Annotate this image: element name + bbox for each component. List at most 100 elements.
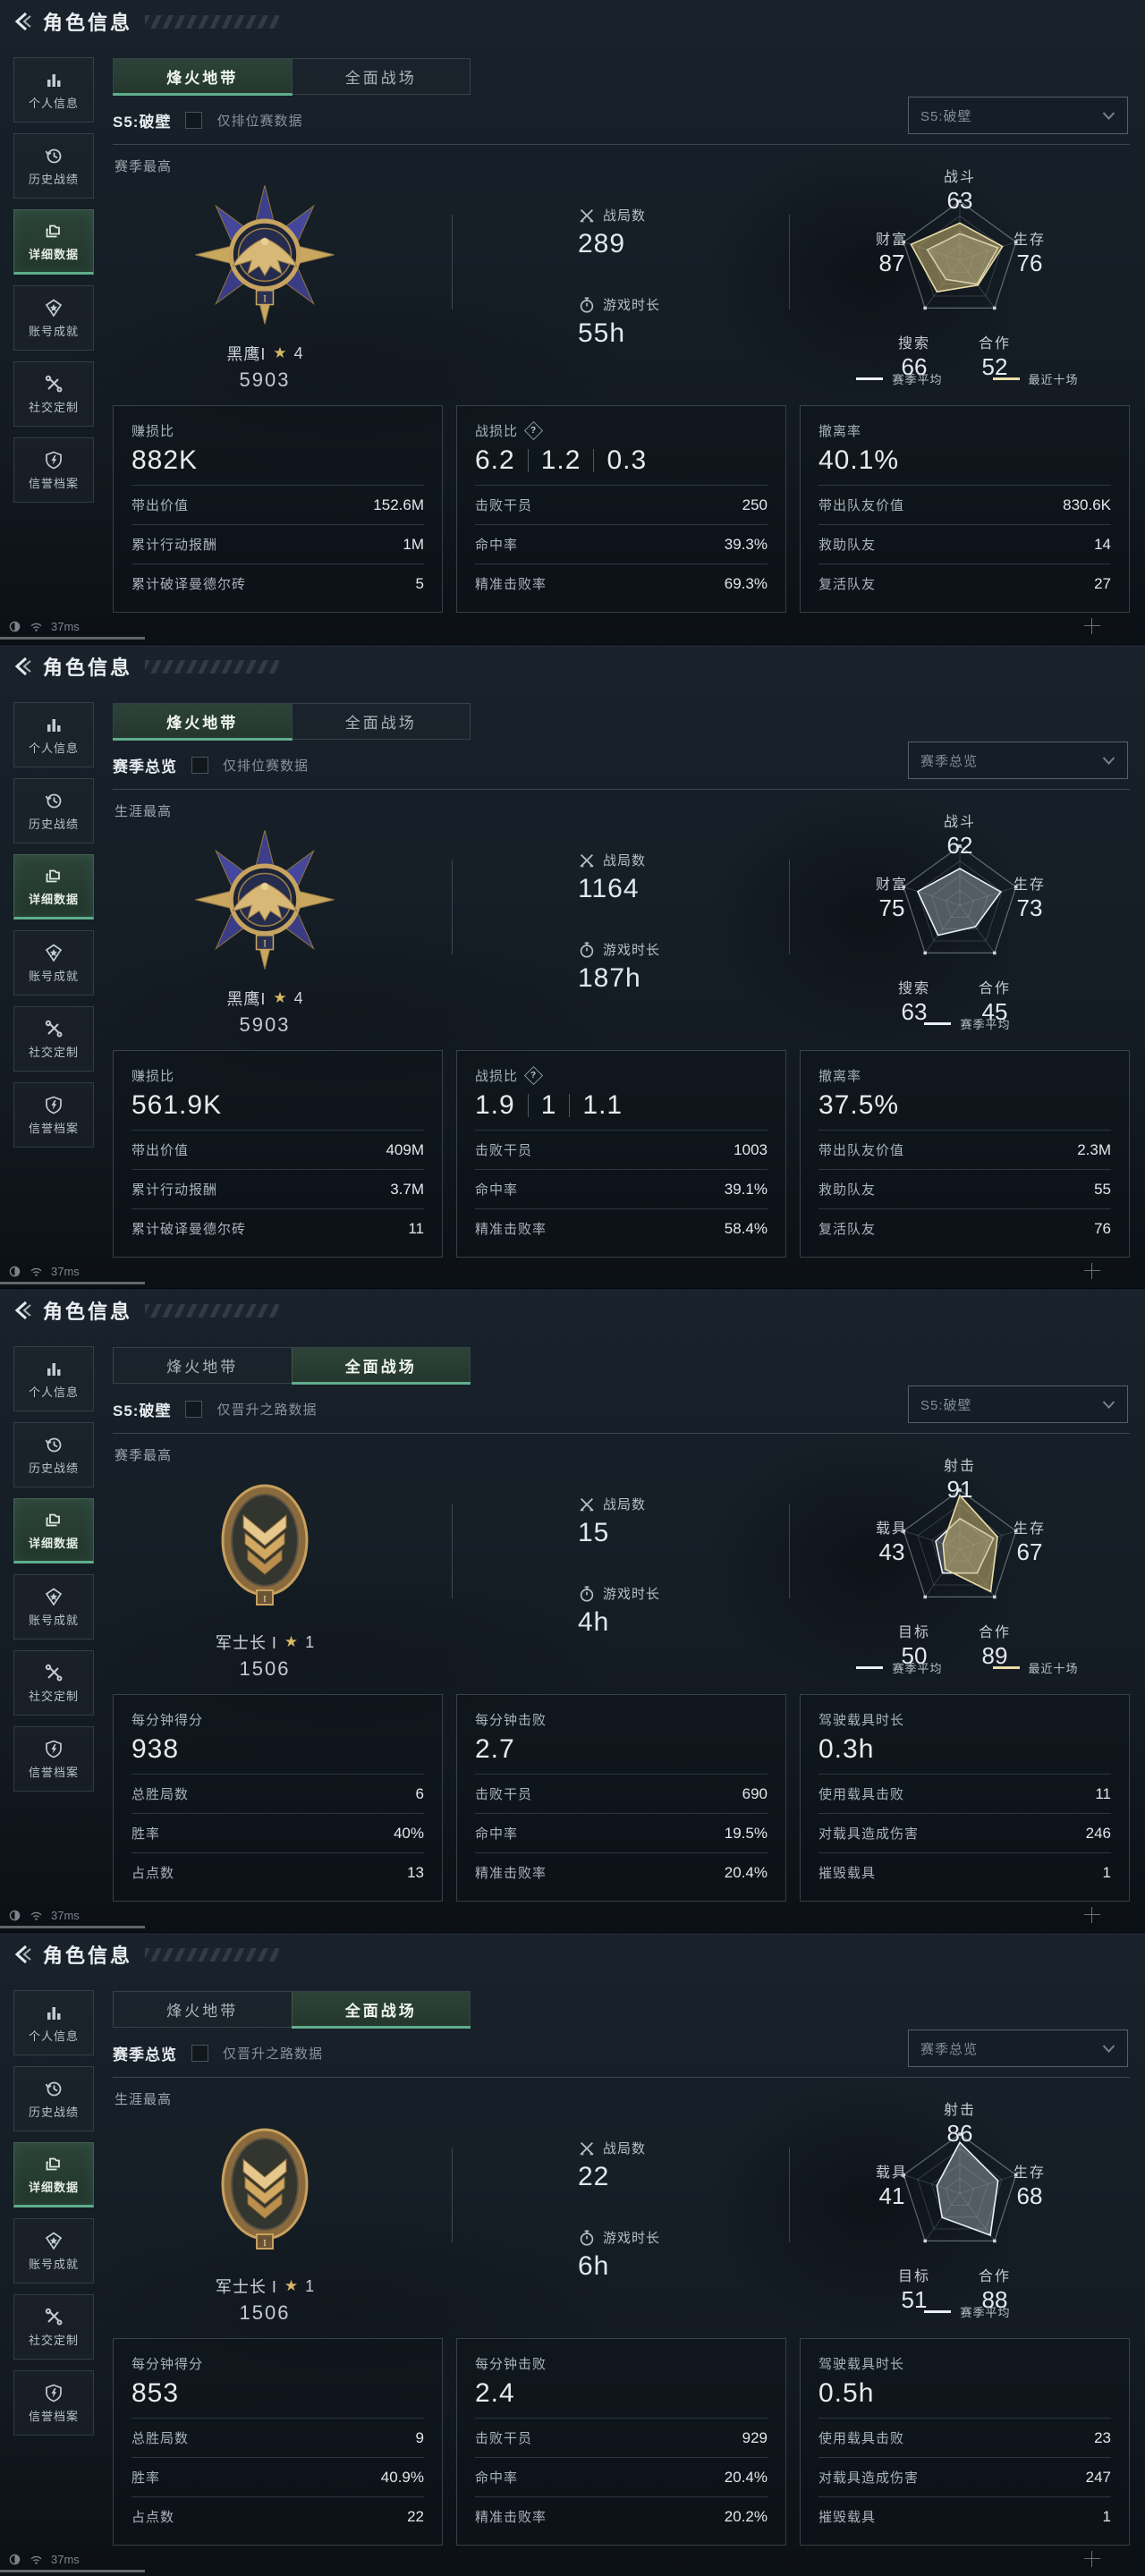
filter-checkbox[interactable] [185, 111, 203, 129]
stat-row: 复活队友 76 [818, 1208, 1111, 1248]
sidebar-item-0[interactable]: 个人信息 [13, 702, 94, 767]
sidebar-item-5[interactable]: 信誉档案 [13, 1726, 94, 1792]
playtime-stat: 游戏时长 6h [578, 2228, 784, 2282]
tools-icon [45, 1664, 63, 1681]
wifi-icon [30, 1911, 42, 1920]
back-chevron-icon[interactable] [13, 1944, 34, 1965]
stat-box-title: 每分钟得分 [131, 1713, 204, 1728]
radar-chart [879, 191, 1040, 334]
season-label: 赛季总览 [113, 758, 177, 775]
stat-row: 精准击败率 58.4% [475, 1208, 768, 1248]
tab-fire-zone[interactable]: 烽火地带 [113, 59, 292, 96]
page-title: 角色信息 [43, 1301, 133, 1323]
back-chevron-icon[interactable] [13, 656, 34, 677]
sidebar-item-2[interactable]: 详细数据 [13, 2142, 94, 2207]
tab-full-battlefield[interactable]: 全面战场 [291, 1992, 471, 2029]
big-value-part: 882K [131, 445, 199, 475]
section-label: 生涯最高 [114, 804, 173, 819]
stat-row: 占点数 13 [131, 1852, 424, 1892]
rank-line: 黑鹰I ★ 4 [166, 342, 363, 365]
sidebar-item-4[interactable]: 社交定制 [13, 361, 94, 427]
sidebar-item-1[interactable]: 历史战绩 [13, 1422, 94, 1487]
sidebar-item-5[interactable]: 信誉档案 [13, 437, 94, 503]
filter-checkbox[interactable] [191, 756, 208, 774]
tab-full-battlefield[interactable]: 全面战场 [291, 59, 470, 94]
radar-axis-label: 射击 91 [943, 1459, 976, 1503]
latency-value: 37ms [51, 1909, 80, 1922]
help-icon[interactable]: ? [523, 1065, 544, 1086]
vertical-divider [452, 1504, 453, 1598]
status-bar: 37ms [8, 1265, 80, 1278]
stat-box-title: 战损比 [475, 1069, 519, 1084]
sidebar-item-0[interactable]: 个人信息 [13, 57, 94, 123]
tab-full-battlefield[interactable]: 全面战场 [291, 1348, 471, 1385]
sidebar-item-2[interactable]: 详细数据 [13, 209, 94, 275]
sidebar-item-label: 详细数据 [28, 1536, 79, 1550]
sidebar: 个人信息历史战绩详细数据账号成就社交定制信誉档案 [13, 702, 94, 1158]
sidebar-item-3[interactable]: 账号成就 [13, 1574, 94, 1640]
stat-row: 胜率 40.9% [131, 2457, 424, 2496]
playtime-stat: 游戏时长 187h [578, 940, 784, 994]
divider [113, 144, 1130, 145]
tools-icon [45, 375, 63, 392]
status-bar: 37ms [8, 2553, 80, 2566]
stat-box-title: 驾驶载具时长 [818, 1713, 905, 1728]
scroll-indicator [0, 1282, 145, 1284]
radar-legend: 赛季平均 最近十场 [805, 1659, 1130, 1676]
sidebar-item-4[interactable]: 社交定制 [13, 1650, 94, 1716]
season-dropdown[interactable]: 赛季总览 [908, 741, 1128, 779]
season-dropdown[interactable]: S5:破壁 [908, 97, 1128, 134]
season-label: 赛季总览 [113, 2046, 177, 2063]
radar-chart [879, 1479, 1040, 1623]
sidebar-item-label: 社交定制 [28, 1045, 79, 1059]
season-dropdown[interactable]: 赛季总览 [908, 2029, 1128, 2067]
sidebar-item-5[interactable]: 信誉档案 [13, 1082, 94, 1148]
sidebar-item-2[interactable]: 详细数据 [13, 1498, 94, 1563]
sidebar-item-4[interactable]: 社交定制 [13, 2294, 94, 2360]
help-icon[interactable]: ? [523, 420, 544, 441]
sidebar-item-1[interactable]: 历史战绩 [13, 133, 94, 199]
back-chevron-icon[interactable] [13, 1300, 34, 1321]
playtime-stat: 游戏时长 55h [578, 295, 784, 349]
legend-label: 最近十场 [1028, 1662, 1079, 1675]
history-clock-icon [45, 148, 62, 163]
sidebar-item-0[interactable]: 个人信息 [13, 1346, 94, 1411]
sidebar-item-1[interactable]: 历史战绩 [13, 2066, 94, 2131]
sidebar-item-4[interactable]: 社交定制 [13, 1006, 94, 1072]
tab-fire-zone[interactable]: 烽火地带 [114, 1992, 292, 2027]
vertical-divider [789, 1504, 790, 1598]
sidebar-item-5[interactable]: 信誉档案 [13, 2370, 94, 2436]
sidebar-item-1[interactable]: 历史战绩 [13, 778, 94, 843]
crosshair-mark [1084, 2551, 1100, 2567]
data-folder-icon [46, 1513, 60, 1526]
sidebar-item-3[interactable]: 账号成就 [13, 930, 94, 996]
legend-label: 赛季平均 [892, 1662, 943, 1675]
shield-flash-icon [46, 451, 62, 469]
stat-row: 精准击败率 20.2% [475, 2496, 768, 2536]
page-title: 角色信息 [43, 12, 133, 34]
stopwatch-icon [580, 296, 594, 313]
season-dropdown[interactable]: S5:破壁 [908, 1385, 1128, 1423]
big-value-part: 853 [131, 2378, 180, 2408]
back-chevron-icon[interactable] [13, 11, 34, 32]
season-dropdown-value: 赛季总览 [920, 753, 979, 769]
sidebar-item-3[interactable]: 账号成就 [13, 2218, 94, 2284]
sidebar-item-3[interactable]: 账号成就 [13, 285, 94, 351]
status-bar: 37ms [8, 620, 80, 633]
sidebar-item-2[interactable]: 详细数据 [13, 854, 94, 919]
performance-radar: 射击 86 生存 68 合作 88 目标 51 载具 41 赛季平均 [805, 2089, 1130, 2332]
tab-fire-zone[interactable]: 烽火地带 [114, 1348, 292, 1383]
tab-fire-zone[interactable]: 烽火地带 [113, 704, 292, 741]
sidebar-item-label: 账号成就 [28, 2257, 79, 2271]
battles-stat: 战局数 22 [578, 2139, 784, 2192]
battles-label: 战局数 [603, 2141, 647, 2157]
big-value-part: 1.9 [475, 1090, 515, 1120]
filter-checkbox[interactable] [185, 1400, 203, 1418]
sidebar-item-0[interactable]: 个人信息 [13, 1990, 94, 2055]
tab-full-battlefield[interactable]: 全面战场 [291, 704, 470, 739]
filter-checkbox[interactable] [191, 2044, 208, 2062]
sidebar-item-label: 历史战绩 [28, 1461, 79, 1475]
